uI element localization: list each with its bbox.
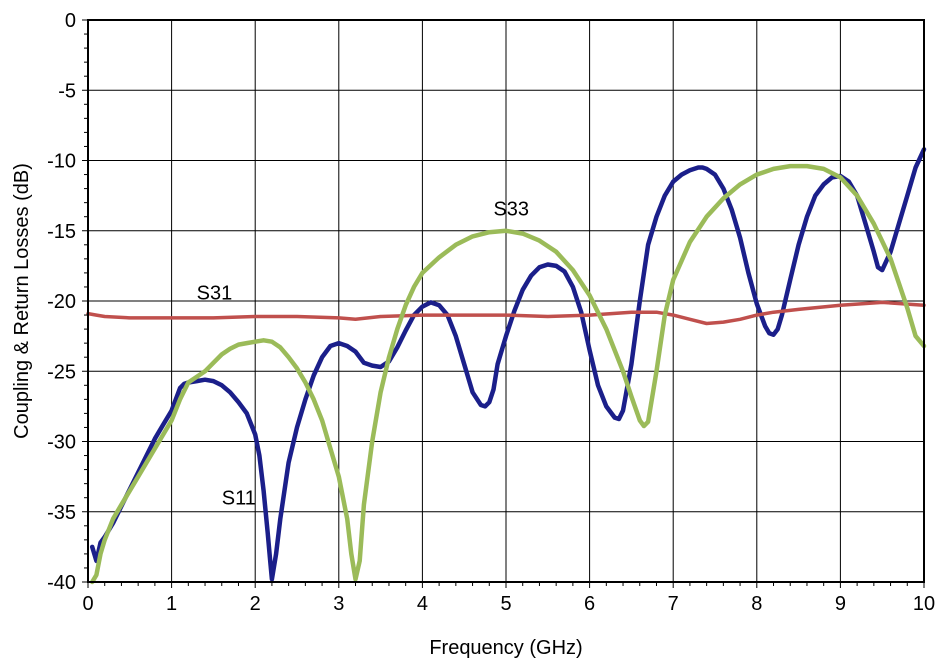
y-tick-label: -30 [47,432,76,454]
x-tick-label: 7 [668,593,679,615]
x-tick-label: 4 [417,593,428,615]
series-line-s33 [89,163,927,585]
annotations: S33 S31 S11 [197,198,529,509]
x-tick-label: 0 [82,593,93,615]
y-tick-label: -15 [47,221,76,243]
y-tick-label: 0 [65,10,76,32]
series-line-s31 [86,300,926,326]
x-axis-title: Frequency (GHz) [429,637,582,659]
series-line-s11 [89,147,927,582]
y-tick-label: -5 [58,80,76,102]
y-tick-label: -35 [47,502,76,524]
x-tick-label: 2 [250,593,261,615]
series-label-s11: S11 [222,488,256,510]
x-tick-label: 6 [584,593,595,615]
x-tick-label: 10 [913,593,935,615]
series-label-s33: S33 [493,198,529,220]
y-tick-label: -25 [47,361,76,383]
y-tick-label: -20 [47,291,76,313]
x-tick-label: 5 [500,593,511,615]
x-tick-label: 1 [166,593,177,615]
axis-ticks [82,19,925,588]
y-axis-title: Coupling & Return Losses (dB) [11,163,33,439]
series-lines [86,147,927,585]
y-tick-label: -40 [47,572,76,594]
x-tick-label: 9 [835,593,846,615]
y-tick-label: -10 [47,151,76,173]
tick-labels: 0 1 2 3 4 5 6 7 8 9 10 0 -5 -10 -15 -20 -25 -30 -35 -40 [47,10,935,615]
x-tick-label: 8 [751,593,762,615]
x-tick-label: 3 [333,593,344,615]
series-label-s31: S31 [197,283,233,305]
